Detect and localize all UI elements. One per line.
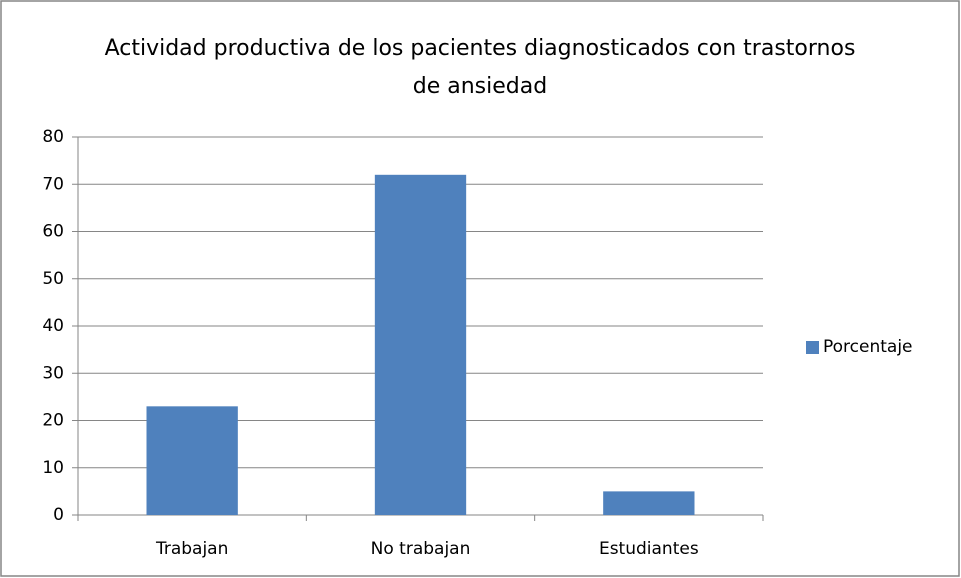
x-tick-label: No trabajan <box>371 539 471 559</box>
y-tick-label: 30 <box>42 363 64 383</box>
bar <box>374 174 467 516</box>
y-tick-label: 70 <box>42 174 64 194</box>
y-tick-label: 50 <box>42 269 64 289</box>
chart-title: Actividad productiva de los pacientes di… <box>104 36 856 99</box>
x-tick-label: Trabajan <box>155 539 228 559</box>
legend-swatch <box>806 341 819 354</box>
y-tick-label: 80 <box>42 127 64 147</box>
y-tick-label: 40 <box>42 316 64 336</box>
y-tick-label: 20 <box>42 411 64 431</box>
bar <box>146 406 238 515</box>
y-tick-label: 60 <box>42 222 64 242</box>
y-tick-label: 10 <box>42 458 64 478</box>
bar <box>603 491 695 515</box>
x-tick-label: Estudiantes <box>599 539 699 559</box>
legend-label: Porcentaje <box>823 337 913 357</box>
y-tick-label: 0 <box>53 505 64 525</box>
